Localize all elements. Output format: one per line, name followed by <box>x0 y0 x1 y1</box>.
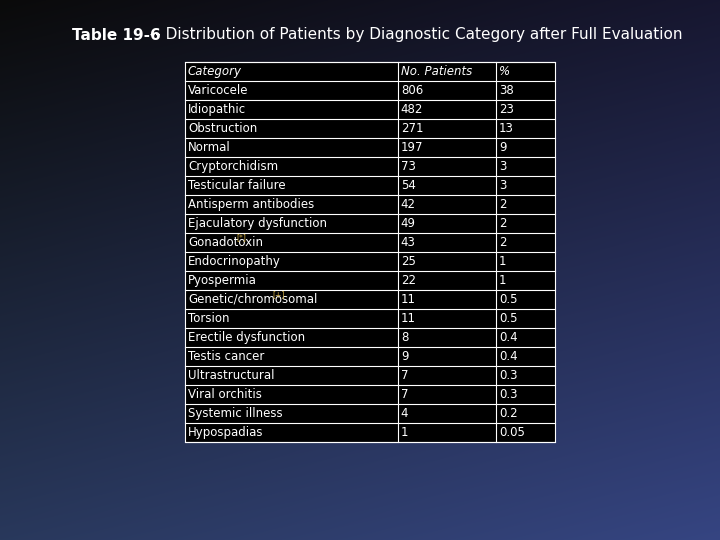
Text: Genetic/chromosomal: Genetic/chromosomal <box>188 293 318 306</box>
Text: Idiopathic: Idiopathic <box>188 103 246 116</box>
Text: 2: 2 <box>499 236 506 249</box>
Text: 49: 49 <box>401 217 415 230</box>
Text: 1: 1 <box>401 426 408 439</box>
Text: 9: 9 <box>499 141 506 154</box>
Text: 54: 54 <box>401 179 415 192</box>
Text: 7: 7 <box>401 388 408 401</box>
Text: [*]: [*] <box>237 233 246 242</box>
Text: Antisperm antibodies: Antisperm antibodies <box>188 198 314 211</box>
Text: 197: 197 <box>401 141 423 154</box>
Text: Torsion: Torsion <box>188 312 230 325</box>
Text: 3: 3 <box>499 160 506 173</box>
Text: 1: 1 <box>499 274 506 287</box>
Text: Systemic illness: Systemic illness <box>188 407 283 420</box>
Text: Viral orchitis: Viral orchitis <box>188 388 262 401</box>
Text: 38: 38 <box>499 84 513 97</box>
Text: Ultrastructural: Ultrastructural <box>188 369 274 382</box>
Text: 13: 13 <box>499 122 513 135</box>
Text: Testis cancer: Testis cancer <box>188 350 264 363</box>
Text: 271: 271 <box>401 122 423 135</box>
Text: 11: 11 <box>401 293 415 306</box>
Text: 0.5: 0.5 <box>499 293 517 306</box>
Text: 9: 9 <box>401 350 408 363</box>
Bar <box>185 62 555 442</box>
Text: Gonadotoxin: Gonadotoxin <box>188 236 263 249</box>
Text: 0.5: 0.5 <box>499 312 517 325</box>
Text: 482: 482 <box>401 103 423 116</box>
Text: 42: 42 <box>401 198 415 211</box>
Text: Category: Category <box>188 65 242 78</box>
Text: Hypospadias: Hypospadias <box>188 426 264 439</box>
Text: 2: 2 <box>499 198 506 211</box>
Text: Normal: Normal <box>188 141 230 154</box>
Text: 4: 4 <box>401 407 408 420</box>
Text: -- Distribution of Patients by Diagnostic Category after Full Evaluation: -- Distribution of Patients by Diagnosti… <box>140 28 683 43</box>
Text: 0.4: 0.4 <box>499 331 518 344</box>
Text: 806: 806 <box>401 84 423 97</box>
Text: Table 19-6: Table 19-6 <box>72 28 161 43</box>
Text: 23: 23 <box>499 103 513 116</box>
Text: 73: 73 <box>401 160 415 173</box>
Text: 1: 1 <box>499 255 506 268</box>
Text: 25: 25 <box>401 255 415 268</box>
Text: 3: 3 <box>499 179 506 192</box>
Text: 0.2: 0.2 <box>499 407 518 420</box>
Text: Varicocele: Varicocele <box>188 84 248 97</box>
Text: %: % <box>499 65 510 78</box>
Text: 7: 7 <box>401 369 408 382</box>
Text: Obstruction: Obstruction <box>188 122 257 135</box>
Text: Endocrinopathy: Endocrinopathy <box>188 255 281 268</box>
Text: 43: 43 <box>401 236 415 249</box>
Text: Erectile dysfunction: Erectile dysfunction <box>188 331 305 344</box>
Text: 22: 22 <box>401 274 415 287</box>
Text: 0.05: 0.05 <box>499 426 525 439</box>
Text: No. Patients: No. Patients <box>401 65 472 78</box>
Text: [+]: [+] <box>272 291 284 299</box>
Text: 0.4: 0.4 <box>499 350 518 363</box>
Text: 0.3: 0.3 <box>499 369 517 382</box>
Text: Testicular failure: Testicular failure <box>188 179 286 192</box>
Text: 11: 11 <box>401 312 415 325</box>
Text: Pyospermia: Pyospermia <box>188 274 257 287</box>
Text: Cryptorchidism: Cryptorchidism <box>188 160 278 173</box>
Text: 8: 8 <box>401 331 408 344</box>
Text: 0.3: 0.3 <box>499 388 517 401</box>
Text: 2: 2 <box>499 217 506 230</box>
Text: Ejaculatory dysfunction: Ejaculatory dysfunction <box>188 217 327 230</box>
